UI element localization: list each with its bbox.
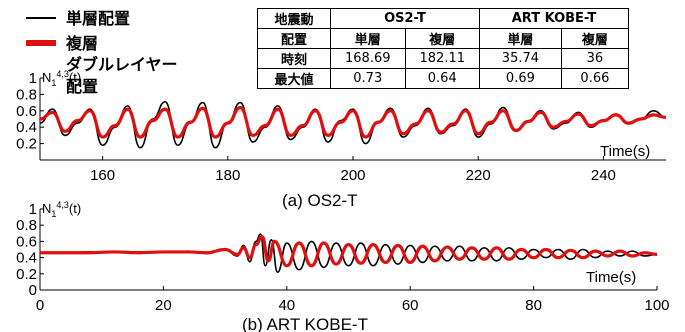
panel-b-y-ticks: 00.20.40.60.81 [16,201,44,299]
info-row-label: 最大値 [257,68,331,89]
info-table-row: 配置 単層 複層 単層 複層 [257,28,630,49]
panel-a-x-tick-label: 160 [90,167,115,184]
info-cell: 35.74 [479,48,562,69]
panel-b-x-tick-label: 0 [36,297,44,314]
panel-a-y-label: N14,3(t) [42,69,81,88]
panel-b-y-tick-label: 0.4 [16,250,37,267]
info-cell: 複層 [560,28,630,49]
panel-b-x-label: Time(s) [586,269,636,286]
panel-b: 00.20.40.60.81 0 20 40 60 80 100 N14,3(t) Tim… [16,200,669,332]
panel-a-x-label: Time(s) [600,143,650,160]
info-cell: 複層 [404,28,480,49]
legend-single-label: 単層配置 [66,9,130,28]
info-cell: 182.11 [404,48,480,69]
panel-a-caption: (a) OS2-T [282,191,358,210]
info-cell: 0.66 [560,68,630,89]
panel-b-y-tick-label: 0 [29,282,37,299]
panel-a-x-tick-label: 200 [340,167,365,184]
info-row-label: 配置 [257,28,331,49]
panel-a-x-tick-label: 180 [215,167,240,184]
panel-b-y-label: N14,3(t) [42,200,81,219]
legend-double-label-1: 複層 [65,34,98,53]
info-cell: 36 [560,48,630,69]
info-cell: 0.73 [330,68,406,89]
legend-double-label-3: 配置 [66,77,98,96]
panel-b-x-tick-label: 80 [525,297,542,314]
info-header-label: 地震動 [257,8,331,29]
panel-a-y-tick-label: 0.8 [16,86,37,103]
info-header-kobe: ART KOBE-T [479,8,629,29]
legend-double-label-2: ダブルレイヤー [66,55,178,74]
panel-a-y-tick-label: 0.2 [16,136,37,153]
panel-b-x-tick-label: 40 [278,297,295,314]
panel-a-y-tick-label: 0.6 [16,103,37,120]
panel-b-y-tick-label: 0.2 [16,266,37,283]
panel-b-y-tick-label: 1 [29,201,37,218]
panel-b-x-tick-label: 100 [644,297,669,314]
panel-a-y-tick-label: 1 [29,70,37,87]
panel-b-y-tick-label: 0.6 [16,233,37,250]
panel-a-series-double [39,105,667,139]
info-cell: 単層 [479,28,562,49]
panel-a: 0.20.40.60.81 160 180 200 220 240 N14,3(t) T… [16,69,667,210]
info-header-os2: OS2-T [330,8,480,29]
panel-a-y-ticks: 0.20.40.60.81 [16,70,44,153]
panel-b-x-tick-label: 60 [402,297,419,314]
panel-a-x-tick-label: 240 [591,167,616,184]
info-cell: 0.69 [479,68,562,89]
panel-a-x-ticks: 160 180 200 220 240 [90,156,616,184]
info-table-row: 最大値 0.73 0.64 0.69 0.66 [257,68,630,89]
info-table: 地震動 OS2-T ART KOBE-T 配置 単層 複層 単層 複層 時刻 1… [257,8,630,89]
panel-a-y-tick-label: 0.4 [16,119,37,136]
info-cell: 168.69 [330,48,406,69]
panel-b-x-tick-label: 20 [155,297,172,314]
info-table-row: 時刻 168.69 182.11 35.74 36 [257,48,630,69]
panel-a-x-tick-label: 220 [466,167,491,184]
info-row-label: 時刻 [257,48,331,69]
panel-b-x-ticks: 0 20 40 60 80 100 [36,286,670,314]
info-table-header-row: 地震動 OS2-T ART KOBE-T [257,8,629,29]
legend: 単層配置 複層 ダブルレイヤー 配置 [26,9,178,96]
panel-b-caption: (b) ART KOBE-T [242,315,368,332]
panel-b-y-tick-label: 0.8 [16,217,37,234]
info-cell: 単層 [330,28,406,49]
panel-b-series-double [40,234,658,268]
info-cell: 0.64 [404,68,480,89]
